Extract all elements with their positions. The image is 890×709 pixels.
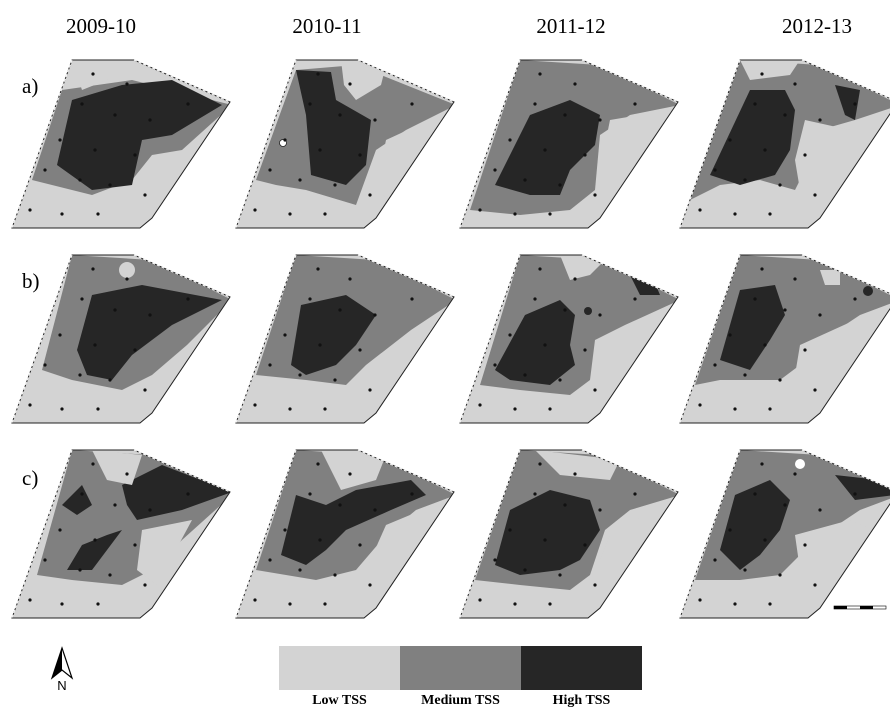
north-arrow-icon: N (50, 646, 74, 693)
map-b-2010-11 (235, 254, 455, 424)
scale-bar (833, 605, 887, 610)
legend-swatch-low (279, 646, 400, 690)
year-header-3: 2011-12 (536, 14, 606, 38)
tss-legend (279, 646, 642, 690)
year-header-2: 2010-11 (292, 14, 362, 38)
legend-swatch-high (521, 646, 642, 690)
legend-swatch-medium (400, 646, 521, 690)
north-label: N (57, 678, 66, 692)
map-a-2012-13 (679, 59, 890, 229)
row-label-c: c) (22, 466, 39, 490)
map-b-2012-13 (679, 254, 890, 424)
map-a-2009-10 (11, 59, 231, 229)
legend-label-medium: Medium TSS (421, 693, 500, 708)
year-header-1: 2009-10 (66, 14, 136, 38)
map-a-2010-11 (235, 59, 455, 229)
map-b-2011-12 (459, 254, 679, 424)
legend-label-high: High TSS (552, 693, 611, 708)
legend-label-low: Low TSS (312, 693, 367, 708)
map-c-2012-13 (679, 449, 890, 619)
map-c-2010-11 (235, 449, 455, 619)
map-c-2011-12 (459, 449, 679, 619)
map-a-2011-12 (459, 59, 679, 229)
row-label-b: b) (22, 269, 40, 293)
row-label-a: a) (22, 74, 39, 98)
year-header-4: 2012-13 (782, 14, 852, 38)
tss-map-grid (11, 59, 890, 619)
map-c-2009-10 (11, 449, 231, 619)
legend-labels: Low TSS Medium TSS High TSS (279, 693, 642, 709)
map-b-2009-10 (11, 254, 231, 424)
sampling-points (28, 72, 857, 606)
north-arrow: N (48, 646, 76, 697)
